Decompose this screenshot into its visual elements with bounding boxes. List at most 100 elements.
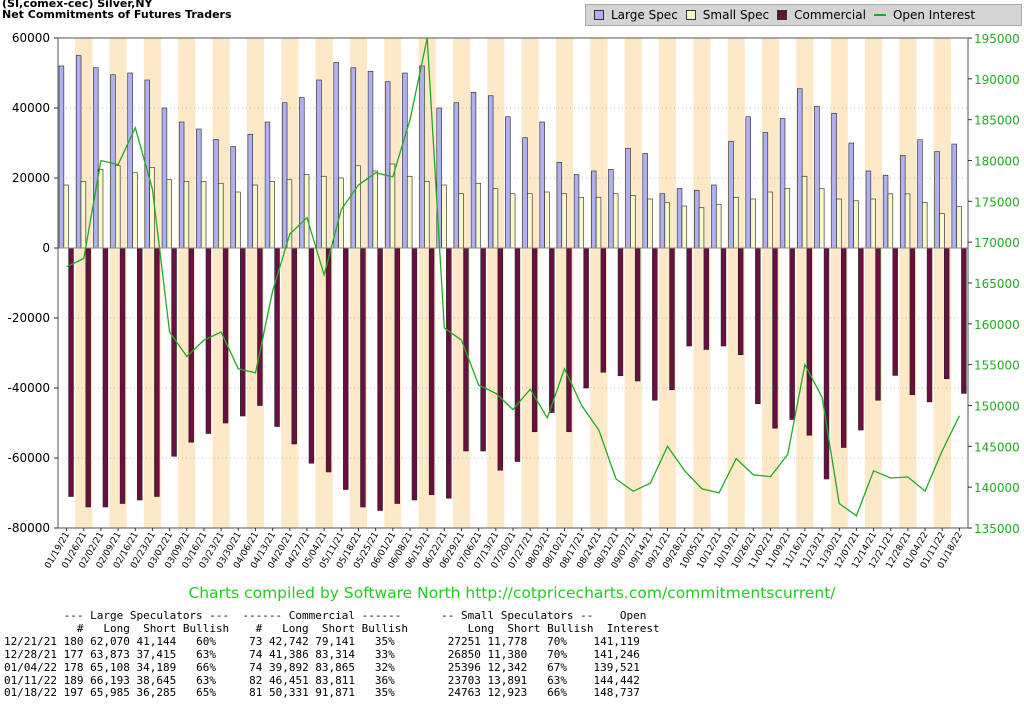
bar-small-spec (303, 174, 310, 249)
bar-commercial (394, 247, 400, 504)
bar-large-spec (110, 74, 116, 249)
table-cell: 11,778 (480, 634, 528, 648)
bar-small-spec (355, 165, 361, 249)
bar-small-spec (200, 181, 207, 249)
table-cell: --- Large Speculators --- (56, 609, 236, 622)
y-tick-label-right: 145000 (974, 440, 1020, 454)
table-cell: 13,891 (480, 673, 528, 687)
table-cell: 01/18/22 (4, 686, 57, 700)
bar-large-spec (453, 102, 460, 249)
table-cell: 81 (229, 686, 263, 700)
bar-commercial (840, 247, 847, 448)
bar-commercial (428, 247, 435, 496)
bar-large-spec (608, 168, 614, 249)
table-cell: 189 (56, 673, 84, 687)
table-cell: 83,865 (308, 660, 356, 674)
bar-commercial (772, 247, 778, 429)
bar-large-spec (917, 139, 923, 249)
legend-label-open-interest: Open Interest (892, 8, 976, 22)
bar-small-spec (750, 198, 756, 249)
bar-small-spec (166, 179, 172, 249)
table-cell: 197 (56, 686, 84, 700)
bar-large-spec (230, 146, 236, 249)
table-cell: 32% (355, 660, 395, 674)
bar-large-spec (797, 88, 803, 249)
bar-large-spec (419, 65, 425, 249)
legend-swatch-open-interest (873, 14, 886, 16)
bar-small-spec (904, 193, 911, 249)
legend-swatch-commercial (777, 10, 788, 20)
table-cell: 36% (355, 673, 395, 687)
bar-large-spec (745, 116, 751, 249)
legend-item-commercial: Commercial (777, 8, 866, 22)
bar-large-spec (642, 153, 648, 249)
bar-large-spec (573, 174, 580, 249)
bar-commercial (944, 247, 950, 380)
table-cell: 73 (229, 634, 263, 648)
bar-large-spec (711, 184, 717, 249)
bar-small-spec (715, 203, 722, 249)
bar-small-spec (527, 193, 533, 249)
bar-commercial (514, 247, 521, 462)
bar-commercial (222, 247, 229, 424)
bar-commercial (789, 247, 795, 420)
credit-line: Charts compiled by Software North http:/… (188, 584, 836, 602)
bar-commercial (137, 247, 143, 501)
table-cell: 70% (527, 634, 567, 648)
bar-large-spec (779, 118, 786, 249)
bar-commercial (411, 247, 418, 501)
chart-subtitle: Net Commitments of Futures Traders (2, 8, 232, 21)
table-cell: 23703 (394, 673, 481, 687)
bar-small-spec (372, 170, 379, 249)
table-column-header: # Long Short Bullish # Long Short Bullis… (4, 621, 660, 636)
bar-large-spec (247, 133, 254, 249)
bar-small-spec (698, 207, 705, 249)
table-cell: 141,119 (567, 634, 640, 648)
table-cell: 63% (176, 673, 216, 687)
table-cell: 01/04/22 (4, 660, 57, 674)
table-cell (229, 622, 242, 635)
y-tick-label-left: 60000 (12, 31, 50, 45)
legend-item-small-spec: Small Spec (685, 8, 769, 22)
bar-large-spec (350, 67, 357, 249)
bar-commercial (583, 247, 589, 389)
bar-large-spec (281, 102, 288, 249)
bar-large-spec (676, 188, 683, 249)
table-cell: 82 (229, 673, 263, 687)
bar-large-spec (299, 97, 305, 249)
bar-large-spec (264, 121, 271, 249)
bar-small-spec (492, 188, 499, 249)
bar-commercial (566, 247, 572, 433)
bar-commercial (634, 247, 641, 382)
bar-small-spec (458, 193, 464, 249)
bar-large-spec (470, 91, 477, 249)
table-cell (216, 674, 229, 687)
chart-title: (SI,comex-cec) Silver,NY (2, 0, 153, 10)
bar-commercial (961, 247, 967, 394)
bar-commercial (737, 247, 744, 356)
bar-small-spec (475, 182, 482, 249)
bar-large-spec (58, 65, 65, 249)
table-cell: 41,386 (262, 647, 309, 661)
table-cell: -- Small Speculators -- (414, 609, 594, 622)
bar-commercial (154, 247, 160, 497)
table-cell (216, 686, 229, 699)
table-cell: 83,811 (308, 673, 356, 687)
bar-commercial (377, 247, 383, 511)
y-tick-label-left: -20000 (7, 311, 50, 325)
bar-small-spec (578, 196, 585, 249)
table-cell: Bullish (176, 621, 230, 635)
table-cell: 46,451 (262, 673, 309, 687)
bar-commercial (909, 247, 916, 396)
bar-large-spec (625, 147, 631, 249)
bar-small-spec (97, 168, 104, 249)
bar-small-spec (424, 181, 430, 249)
y-tick-label-right: 135000 (974, 522, 1020, 536)
table-row: 12/21/21 180 62,070 41,144 60% 73 42,742… (4, 634, 660, 649)
y-tick-label-left: 0 (42, 241, 50, 255)
chart-legend: Large Spec Small Spec Commercial Open In… (585, 4, 1022, 26)
table-cell: 33% (355, 647, 395, 661)
bar-large-spec (161, 107, 168, 249)
table-cell: 65,985 (83, 686, 130, 700)
table-cell: 178 (56, 660, 84, 674)
